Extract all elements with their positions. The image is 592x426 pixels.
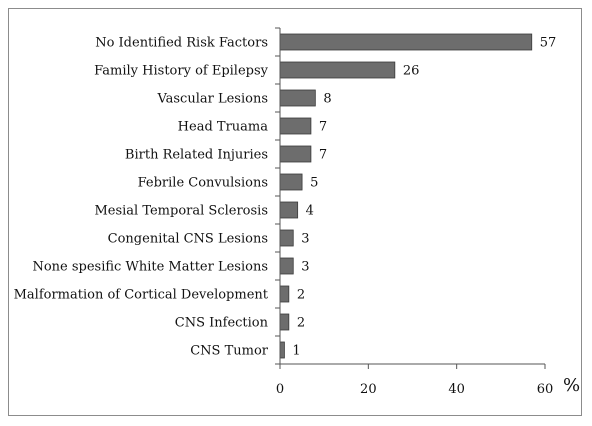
category-label: Congenital CNS Lesions [108, 232, 268, 247]
bar [279, 257, 294, 275]
x-tick-label: 40 [448, 382, 465, 397]
data-label: 2 [297, 316, 305, 331]
data-label: 2 [297, 288, 305, 303]
category-label: Birth Related Injuries [125, 148, 268, 163]
bar [279, 117, 312, 135]
data-label: 1 [292, 344, 300, 359]
bar [279, 341, 285, 359]
data-label: 4 [306, 204, 314, 219]
data-label: 57 [540, 36, 557, 51]
data-label: 7 [319, 120, 327, 135]
category-label: CNS Infection [175, 316, 269, 331]
category-label: Febrile Convulsions [138, 176, 268, 191]
x-axis-unit: % [563, 375, 580, 396]
axes-group: 0 20 40 60 [275, 27, 554, 397]
category-label: Mesial Temporal Sclerosis [94, 204, 268, 219]
category-label: Malformation of Cortical Development [14, 288, 269, 303]
category-label: Family History of Epilepsy [94, 64, 268, 79]
data-label: 3 [301, 232, 309, 247]
bar [279, 285, 290, 303]
data-label: 3 [301, 260, 309, 275]
bar [279, 61, 396, 79]
category-label: Vascular Lesions [156, 92, 268, 107]
bar [279, 145, 312, 163]
data-label: 7 [319, 148, 327, 163]
data-label: 5 [310, 176, 318, 191]
category-label: CNS Tumor [190, 344, 269, 359]
x-tick-label: 20 [360, 382, 377, 397]
bar [279, 313, 290, 331]
bar [279, 173, 303, 191]
category-label: None spesific White Matter Lesions [32, 260, 268, 275]
bar [279, 89, 316, 107]
category-label: No Identified Risk Factors [95, 36, 268, 51]
data-label: 8 [323, 92, 331, 107]
bar [279, 229, 294, 247]
data-label: 26 [403, 64, 420, 79]
x-tick-label: 60 [537, 382, 554, 397]
category-label: Head Truama [178, 120, 269, 135]
x-tick-label: 0 [276, 382, 284, 397]
bar [279, 33, 533, 51]
bar [279, 201, 299, 219]
